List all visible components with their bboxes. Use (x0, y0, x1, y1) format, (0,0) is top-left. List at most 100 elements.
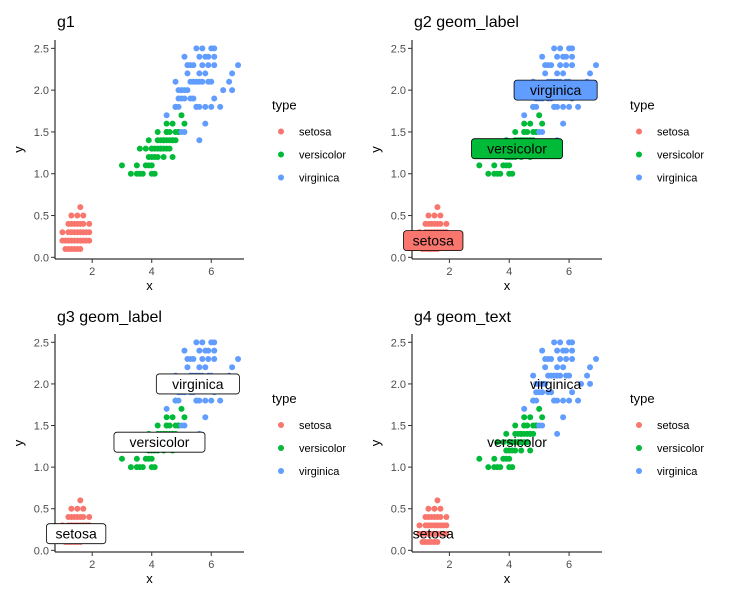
point-versicolor (521, 430, 528, 437)
point-virginica (184, 87, 191, 94)
point-setosa (65, 229, 72, 236)
legend-key-setosa (278, 128, 284, 135)
point-virginica (202, 120, 209, 127)
x-tick-label: 4 (506, 559, 512, 571)
x-tick-label: 6 (208, 266, 214, 278)
point-setosa (80, 237, 87, 244)
y-tick-label: 2.5 (34, 43, 49, 55)
label-text: virginica (530, 82, 582, 98)
point-versicolor (521, 422, 528, 429)
point-versicolor (494, 170, 501, 177)
point-virginica (560, 120, 567, 127)
point-setosa (416, 522, 423, 529)
y-tick-label: 2.5 (391, 337, 406, 349)
x-axis-label: x (504, 278, 511, 293)
label-box (471, 138, 563, 160)
point-setosa (428, 220, 435, 227)
series-setosa (416, 497, 450, 546)
legend-key-versicolor (278, 445, 284, 451)
point-setosa (443, 514, 450, 521)
point-versicolor (539, 120, 546, 127)
x-tick-label: 4 (506, 266, 512, 278)
point-setosa (437, 212, 444, 219)
point-versicolor (521, 120, 528, 127)
point-versicolor (515, 439, 522, 446)
point-versicolor (485, 464, 492, 471)
point-virginica (542, 70, 549, 77)
legend-entry-versicolor: versicolor (657, 443, 704, 455)
point-virginica (229, 364, 236, 371)
point-versicolor (527, 414, 534, 421)
point-virginica (557, 339, 564, 346)
label-setosa: setosa (413, 526, 454, 542)
x-tick-label: 6 (566, 266, 572, 278)
legend-key-virginica (278, 468, 284, 474)
point-virginica (569, 389, 576, 396)
point-virginica (193, 45, 200, 52)
point-virginica (560, 397, 567, 404)
point-virginica (560, 70, 567, 77)
point-versicolor (151, 154, 158, 161)
point-setosa (77, 220, 84, 227)
point-virginica (199, 45, 206, 52)
y-tick-label: 1.0 (34, 169, 49, 181)
point-virginica (184, 364, 191, 371)
y-tick-label: 2.0 (34, 85, 49, 97)
point-versicolor (506, 455, 513, 462)
point-versicolor (521, 128, 528, 135)
point-virginica (196, 364, 203, 371)
label-text: versicolor (487, 141, 547, 157)
point-setosa (431, 212, 438, 219)
point-virginica (554, 70, 561, 77)
point-virginica (199, 339, 206, 346)
x-tick-label: 6 (208, 559, 214, 571)
point-setosa (431, 505, 438, 512)
point-setosa (68, 505, 75, 512)
panel-2: g2 geom_label 0.0 0.5 1.0 1.5 2.0 2.5 2 4 6 x y seto… (368, 14, 704, 293)
x-tick-label: 2 (446, 266, 452, 278)
point-virginica (587, 70, 594, 77)
point-virginica (193, 103, 200, 110)
point-virginica (175, 87, 182, 94)
y-tick-label: 2.0 (34, 379, 49, 391)
point-versicolor (160, 154, 167, 161)
point-versicolor (172, 422, 179, 429)
x-tick-label: 2 (89, 559, 95, 571)
label-text: versicolor (130, 434, 190, 450)
legend: type setosa versicolor virginica (630, 98, 704, 185)
point-versicolor (163, 137, 170, 144)
point-virginica (172, 103, 179, 110)
point-versicolor (539, 414, 546, 421)
point-setosa (74, 505, 81, 512)
x-axis-label: x (146, 571, 153, 586)
label-box (403, 230, 464, 252)
legend-entry-virginica: virginica (299, 173, 340, 185)
y-tick-label: 1.5 (34, 127, 49, 139)
point-virginica (542, 355, 549, 362)
point-setosa (437, 505, 444, 512)
point-virginica (211, 95, 218, 102)
label-virginica: virginica (513, 79, 598, 101)
point-virginica (557, 62, 564, 69)
point-versicolor (136, 464, 143, 471)
point-setosa (77, 204, 84, 211)
legend-key-virginica (636, 468, 642, 474)
point-virginica (560, 53, 567, 60)
point-versicolor (503, 447, 510, 454)
point-versicolor (181, 120, 188, 127)
point-virginica (560, 103, 567, 110)
point-virginica (563, 355, 570, 362)
point-virginica (521, 405, 528, 412)
label-box (113, 431, 206, 453)
label-text: virginica (530, 376, 582, 392)
point-virginica (542, 364, 549, 371)
point-versicolor (172, 137, 179, 144)
point-versicolor (178, 112, 185, 119)
panel-4: g4 geom_text 0.0 0.5 1.0 1.5 2.0 2.5 2 4 6 x y setos… (368, 309, 704, 586)
point-virginica (202, 103, 209, 110)
label-virginica: virginica (155, 373, 240, 395)
y-tick-label: 1.5 (391, 421, 406, 433)
point-versicolor (181, 414, 188, 421)
point-virginica (181, 347, 188, 354)
